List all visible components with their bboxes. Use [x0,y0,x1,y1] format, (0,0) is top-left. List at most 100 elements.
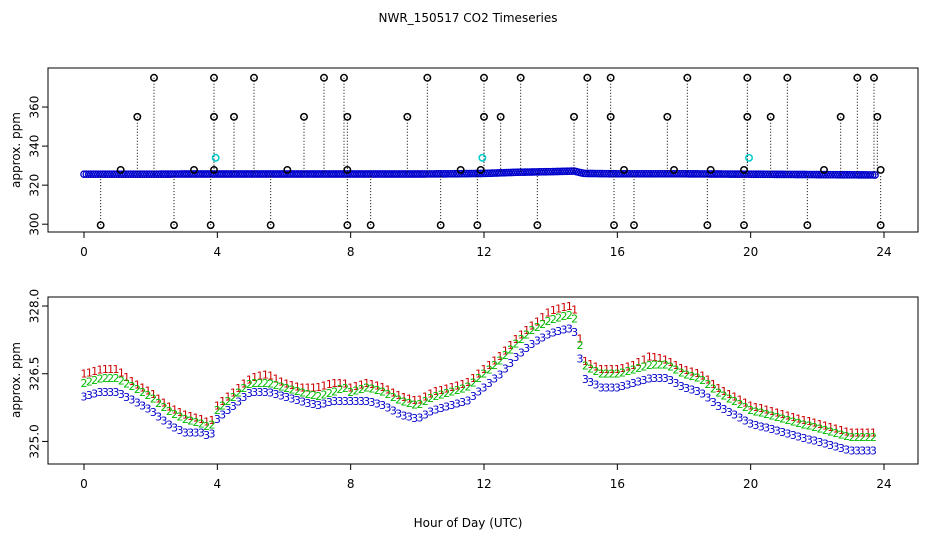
series-1-mark: 1 [315,381,322,394]
series-3-mark: 3 [710,396,717,409]
series-2-mark: 2 [641,361,648,374]
series-2-mark: 2 [566,309,573,322]
near_baseline-point [210,165,218,174]
series-2-mark: 2 [123,377,130,390]
series-2-mark: 2 [577,339,584,352]
outliers_mid-point [300,112,308,121]
series-3-mark: 3 [321,398,328,411]
series-3-mark: 3 [806,433,813,446]
series-2-mark: 2 [283,382,290,395]
series-1-mark: 1 [555,302,562,315]
series-1-mark: 1 [753,401,760,414]
series-1-mark: 1 [166,400,173,413]
series-1-mark: 1 [646,350,653,363]
outliers_mid-point [570,112,578,121]
series-1-mark: 1 [651,351,658,364]
series-1-mark: 1 [790,411,797,424]
series-1-mark: 1 [161,397,168,410]
series-1-mark: 1 [113,363,120,376]
series-2-mark: 2 [401,396,408,409]
series-1-mark: 1 [737,394,744,407]
series-1-mark: 1 [758,402,765,415]
series-1-mark: 1 [246,373,253,386]
series-2-mark: 2 [337,383,344,396]
series-3-mark: 3 [449,399,456,412]
series-2-mark: 2 [342,382,349,395]
series-2-mark: 2 [166,405,173,418]
outliers_mid-point [133,112,142,121]
series-2-mark: 2 [513,338,520,351]
series-3-mark: 3 [139,400,146,413]
top-marks [80,73,885,230]
series-3-mark: 3 [305,397,312,410]
series-3-mark: 3 [715,400,722,413]
outliers_high-point [320,73,328,82]
series-2-mark: 2 [315,390,322,403]
series-2-mark: 2 [486,363,493,376]
series-1-mark: 1 [726,388,733,401]
series-2-mark: 2 [422,395,429,408]
near_baseline-point [670,165,678,174]
outliers_low-point [96,221,105,230]
series-3-mark: 3 [577,352,584,365]
series-1-mark: 1 [827,421,834,434]
series-3-mark: 3 [513,351,520,364]
outliers_high-point [606,73,615,82]
outliers_low-point [876,221,885,230]
series-3-mark: 3 [219,409,226,422]
near_baseline-point [740,165,748,174]
series-1-mark: 1 [870,426,877,439]
series-2-mark: 2 [705,378,712,391]
series-3-mark: 3 [507,357,514,370]
series-2-mark: 2 [443,387,450,400]
outliers_low-point [803,221,812,230]
outliers_mid-point [343,112,352,121]
series-3-mark: 3 [203,429,210,442]
outliers_high-point [853,73,862,82]
series-2-mark: 2 [374,384,381,397]
series-1-mark: 1 [710,378,717,391]
series-2-mark: 2 [219,400,226,413]
series-1-mark: 1 [251,371,258,384]
series-3-mark: 3 [785,427,792,440]
series-1-mark: 1 [241,378,248,391]
series-2-mark: 2 [801,418,808,431]
series-3-mark: 3 [246,387,253,400]
series-2-mark: 2 [454,384,461,397]
series-1-mark: 1 [118,366,125,379]
series-1-mark: 1 [801,414,808,427]
series-3-mark: 3 [699,387,706,400]
series-2-mark: 2 [865,431,872,444]
series-2-mark: 2 [278,381,285,394]
series-2-mark: 2 [203,420,210,433]
series-1-mark: 1 [209,414,216,427]
near_baseline-point [476,165,485,174]
series-1-mark: 1 [678,362,685,375]
series-2-mark: 2 [299,386,306,399]
series-3-mark: 3 [843,443,850,456]
series-2-mark: 2 [523,329,530,342]
series-3-mark: 3 [443,400,450,413]
series-2-mark: 2 [539,318,546,331]
series-1-mark: 1 [763,404,770,417]
series-2-mark: 2 [657,359,664,372]
series-1-mark: 1 [779,408,786,421]
series-3-mark: 3 [470,390,477,403]
series-1-mark: 1 [545,307,552,320]
series-1-mark: 1 [587,358,594,371]
outliers_high-point [516,73,525,82]
series-3-mark: 3 [523,342,530,355]
series-3-mark: 3 [833,440,840,453]
series-3-mark: 3 [635,375,642,388]
cyan_points-point [478,153,487,162]
series-2-mark: 2 [129,380,136,393]
series-3-mark: 3 [593,379,600,392]
series-3-mark: 3 [379,399,386,412]
series-3-mark: 3 [454,398,461,411]
series-3-mark: 3 [155,410,162,423]
outliers_mid-point [606,112,615,121]
bottom-y-axis-label: approx. ppm [9,342,23,418]
series-1-mark: 1 [305,381,312,394]
outliers_low-point [740,221,748,230]
